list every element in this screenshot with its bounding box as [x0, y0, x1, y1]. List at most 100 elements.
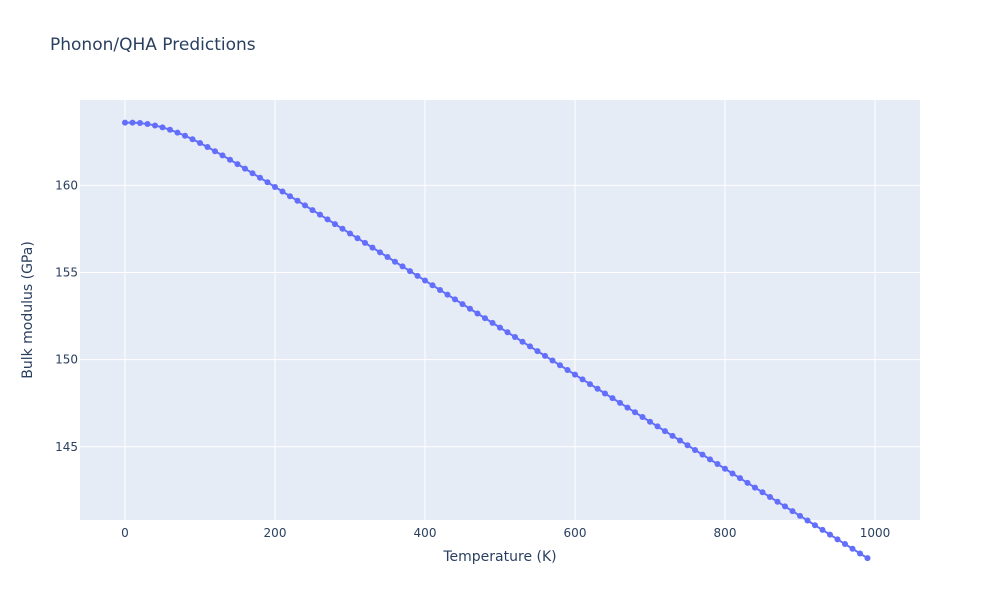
data-point[interactable]	[767, 493, 773, 500]
data-point[interactable]	[594, 385, 601, 392]
data-point[interactable]	[504, 329, 511, 336]
data-point[interactable]	[422, 277, 428, 284]
data-point[interactable]	[249, 170, 256, 177]
data-point[interactable]	[572, 371, 578, 378]
data-point[interactable]	[257, 174, 263, 181]
data-point[interactable]	[332, 221, 338, 228]
data-point[interactable]	[302, 202, 308, 209]
data-point[interactable]	[489, 319, 496, 326]
data-point[interactable]	[159, 124, 166, 131]
data-point[interactable]	[369, 244, 376, 251]
data-point[interactable]	[654, 423, 661, 430]
data-point[interactable]	[152, 122, 158, 129]
data-point[interactable]	[129, 119, 136, 126]
data-point[interactable]	[197, 140, 203, 147]
data-point[interactable]	[759, 489, 766, 496]
data-point[interactable]	[317, 211, 323, 218]
data-point[interactable]	[684, 442, 691, 449]
data-point[interactable]	[714, 461, 721, 468]
data-point[interactable]	[174, 129, 181, 136]
data-point[interactable]	[219, 152, 226, 159]
data-point[interactable]	[392, 258, 398, 265]
data-point[interactable]	[497, 324, 503, 331]
data-point[interactable]	[467, 305, 473, 312]
data-point[interactable]	[204, 144, 211, 151]
data-point[interactable]	[737, 475, 743, 482]
data-point[interactable]	[542, 352, 548, 359]
data-point[interactable]	[339, 225, 346, 232]
data-point[interactable]	[797, 512, 803, 519]
data-point[interactable]	[309, 207, 316, 214]
data-point[interactable]	[459, 301, 466, 308]
data-point[interactable]	[452, 296, 458, 303]
data-point[interactable]	[827, 531, 833, 538]
data-point[interactable]	[362, 239, 368, 246]
data-point[interactable]	[699, 451, 706, 458]
data-point[interactable]	[864, 555, 871, 562]
data-point[interactable]	[849, 545, 856, 552]
data-point[interactable]	[564, 366, 571, 373]
data-point[interactable]	[227, 156, 233, 163]
data-point[interactable]	[669, 432, 676, 439]
data-point[interactable]	[752, 484, 758, 491]
data-point[interactable]	[677, 437, 683, 444]
data-point[interactable]	[602, 390, 608, 397]
data-point[interactable]	[377, 249, 383, 256]
data-point[interactable]	[587, 381, 593, 388]
data-point[interactable]	[384, 254, 391, 261]
data-point[interactable]	[647, 418, 653, 425]
data-point[interactable]	[279, 188, 286, 195]
data-point[interactable]	[812, 522, 818, 529]
data-point[interactable]	[399, 263, 406, 270]
data-point[interactable]	[579, 376, 586, 383]
data-point[interactable]	[512, 334, 518, 341]
data-point[interactable]	[632, 409, 638, 416]
data-point[interactable]	[609, 395, 616, 402]
data-point[interactable]	[212, 148, 218, 155]
data-point[interactable]	[744, 479, 751, 486]
data-point[interactable]	[774, 498, 781, 505]
data-point[interactable]	[819, 526, 826, 533]
data-point[interactable]	[437, 286, 443, 293]
data-point[interactable]	[429, 282, 436, 289]
data-point[interactable]	[707, 456, 713, 463]
data-point[interactable]	[722, 465, 728, 472]
data-point[interactable]	[692, 446, 698, 453]
data-point[interactable]	[842, 541, 848, 548]
data-point[interactable]	[482, 315, 488, 322]
data-point[interactable]	[242, 165, 248, 172]
data-point[interactable]	[182, 132, 188, 139]
data-point[interactable]	[324, 216, 331, 223]
data-point[interactable]	[519, 338, 526, 345]
data-point[interactable]	[347, 230, 353, 237]
data-point[interactable]	[834, 536, 841, 543]
data-point[interactable]	[264, 179, 271, 186]
data-point[interactable]	[137, 120, 143, 127]
data-point[interactable]	[167, 126, 173, 133]
data-point[interactable]	[729, 470, 736, 477]
data-point[interactable]	[549, 357, 556, 364]
data-point[interactable]	[857, 550, 863, 557]
data-point[interactable]	[662, 428, 668, 435]
data-point[interactable]	[354, 235, 361, 242]
data-point[interactable]	[527, 343, 533, 350]
data-point[interactable]	[789, 508, 796, 515]
data-point[interactable]	[407, 268, 413, 275]
data-point[interactable]	[272, 183, 278, 190]
data-point[interactable]	[414, 272, 421, 279]
data-point[interactable]	[639, 414, 646, 421]
data-point[interactable]	[474, 310, 481, 317]
data-point[interactable]	[144, 121, 151, 128]
data-point[interactable]	[557, 362, 563, 369]
data-point[interactable]	[782, 503, 788, 510]
data-point[interactable]	[122, 119, 128, 126]
data-point[interactable]	[624, 404, 631, 411]
data-point[interactable]	[534, 348, 541, 355]
data-point[interactable]	[189, 136, 196, 143]
data-point[interactable]	[804, 517, 811, 524]
data-point[interactable]	[234, 161, 241, 168]
data-point[interactable]	[287, 193, 293, 200]
data-point[interactable]	[444, 291, 451, 298]
data-point[interactable]	[294, 197, 301, 204]
data-point[interactable]	[617, 399, 623, 406]
